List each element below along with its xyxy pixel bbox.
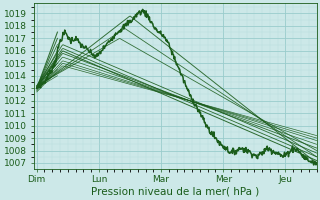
X-axis label: Pression niveau de la mer( hPa ): Pression niveau de la mer( hPa ) (91, 187, 260, 197)
